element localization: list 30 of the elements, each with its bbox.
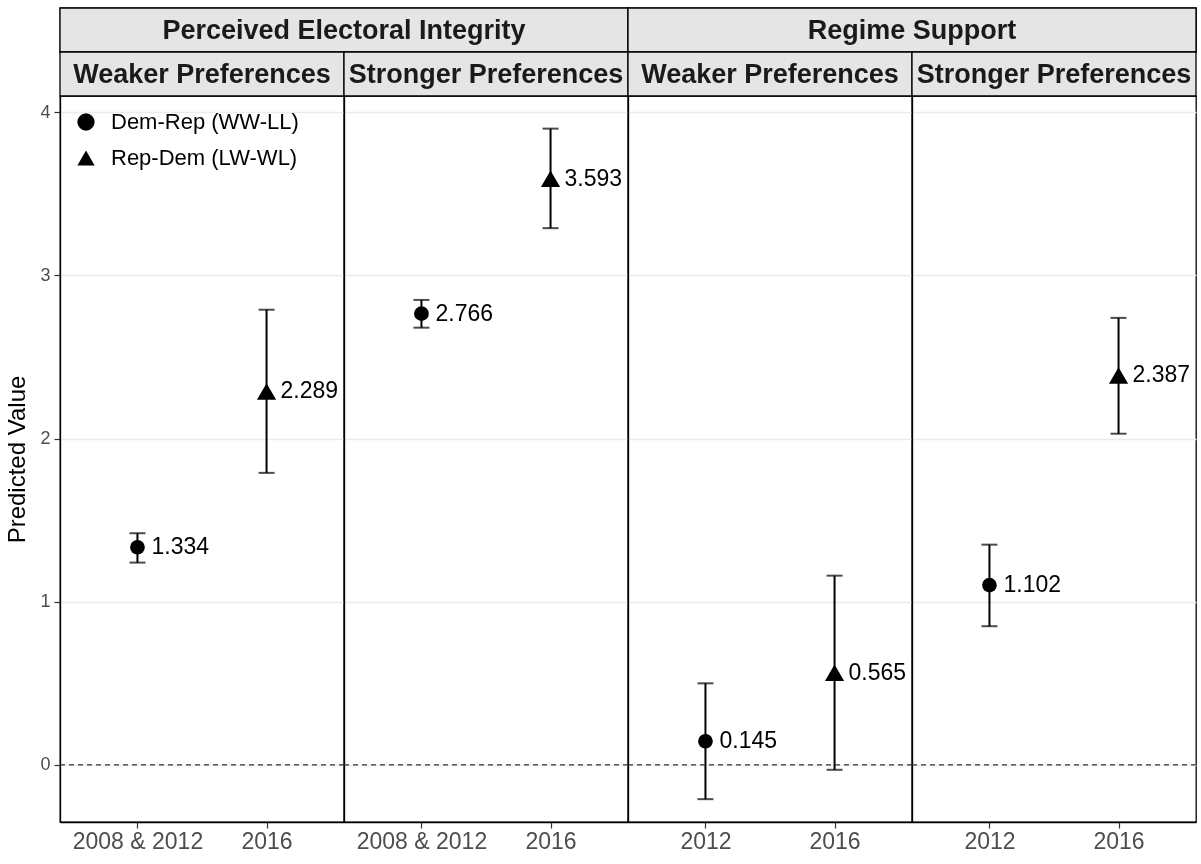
x-tick-label: 2016	[525, 827, 577, 854]
chart-subtitle: Stronger Preferences	[348, 59, 624, 89]
data-label: 2.766	[435, 299, 494, 326]
y-tick-label: 2	[40, 428, 51, 449]
chart-title: Perceived Electoral Integrity	[162, 15, 526, 45]
data-label: 2.289	[280, 377, 339, 404]
legend-label: Rep-Dem (LW-WL)	[111, 145, 298, 170]
data-label: 1.102	[1003, 571, 1062, 598]
x-tick-label: 2016	[1093, 827, 1145, 854]
data-label: 1.334	[151, 533, 210, 560]
data-label: 0.145	[719, 727, 778, 754]
x-tick-label: 2012	[680, 827, 732, 854]
data-label: 3.593	[564, 164, 623, 191]
x-tick-label: 2016	[241, 827, 293, 854]
y-tick-label: 0	[40, 754, 51, 775]
legend-label: Dem-Rep (WW-LL)	[111, 109, 299, 134]
y-tick-label: 3	[40, 264, 51, 285]
chart-subtitle: Weaker Preferences	[641, 59, 899, 89]
chart-subtitle: Weaker Preferences	[73, 59, 331, 89]
x-tick-label: 2008 & 2012	[72, 827, 204, 854]
chart-title: Regime Support	[807, 15, 1017, 45]
x-tick-label: 2012	[964, 827, 1016, 854]
x-tick-label: 2016	[809, 827, 861, 854]
data-label: 2.387	[1132, 361, 1191, 388]
data-label: 0.565	[848, 658, 907, 685]
y-axis-title: Predicted Value	[3, 375, 31, 544]
x-tick-label: 2008 & 2012	[356, 827, 488, 854]
chart-subtitle: Stronger Preferences	[916, 59, 1192, 89]
y-tick-label: 1	[40, 591, 51, 612]
y-tick-label: 4	[40, 101, 51, 122]
